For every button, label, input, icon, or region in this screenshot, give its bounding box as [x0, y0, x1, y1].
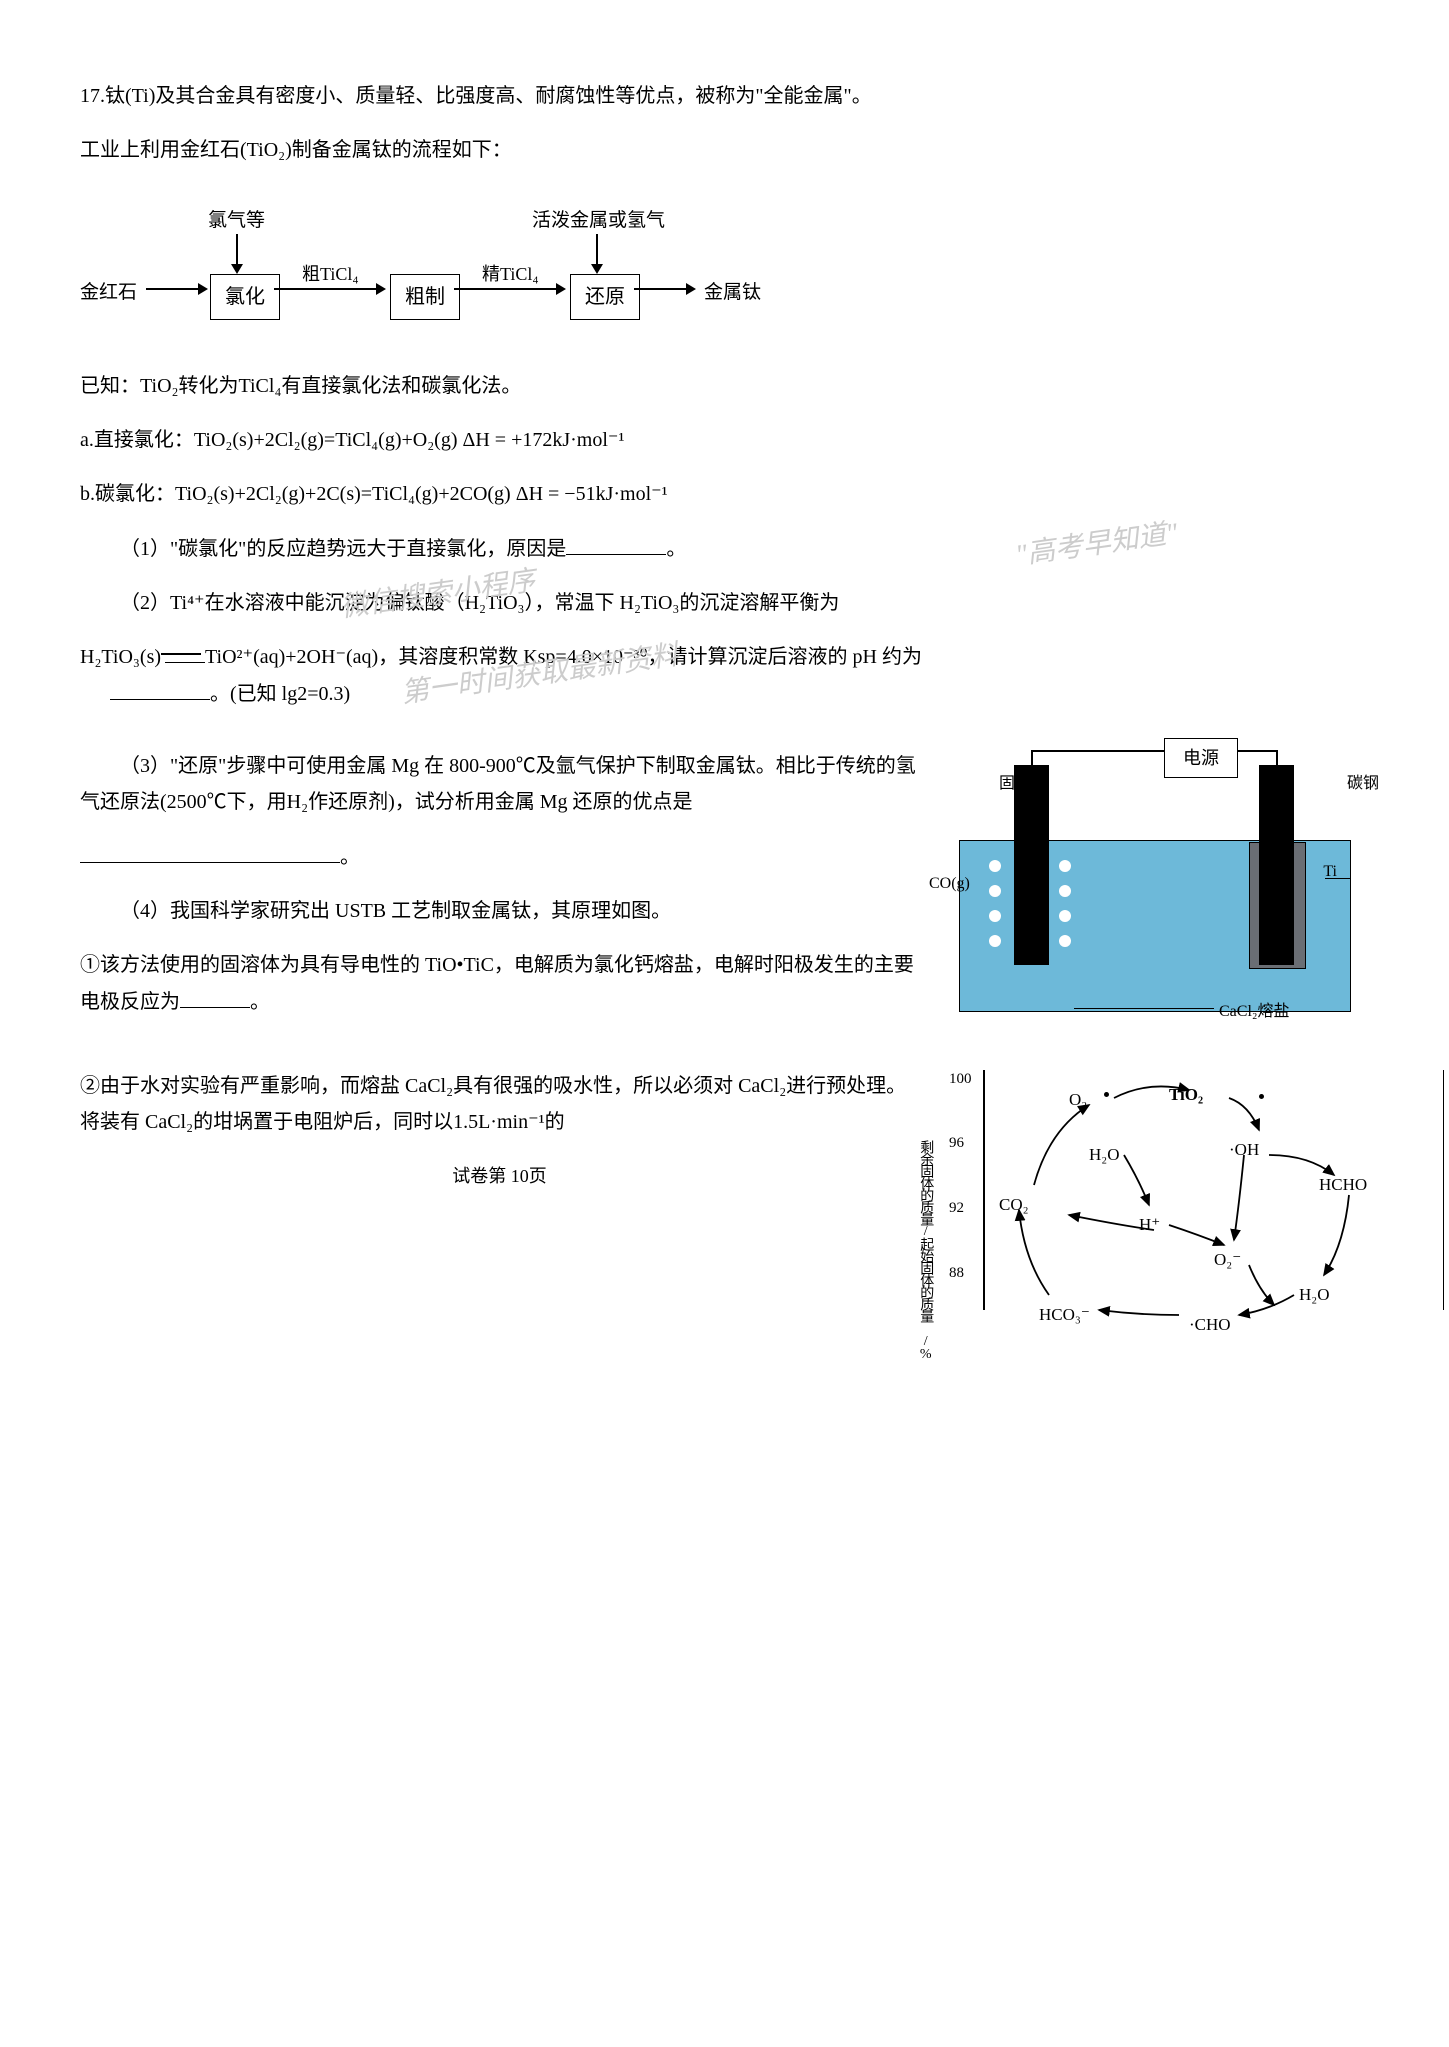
- carbon-steel-label: 碳钢: [1347, 770, 1379, 799]
- sub2b-tail: 。(已知 lg2=0.3): [210, 683, 350, 705]
- equilibrium-arrow: [161, 651, 205, 665]
- bubble: [1059, 910, 1071, 922]
- electrode-cathode: [1259, 765, 1294, 965]
- eq-b: b.碳氯化：TiO₂(s)+2Cl₂(g)+2C(s)=TiCl₄(g)+2CO…: [80, 476, 1369, 512]
- bubble: [1059, 860, 1071, 872]
- flow-varrow-3: [596, 234, 598, 272]
- dot: [1104, 1092, 1109, 1097]
- ytick-88: 88: [949, 1260, 964, 1287]
- wire-top-left: [1031, 750, 1164, 752]
- sub4-intro: （4）我国科学家研究出 USTB 工艺制取金属钛，其原理如图。: [80, 893, 919, 929]
- reaction-cycle-chart: 100 96 92 88 900 00 00 00 剩余固体的质量/起始固体的质…: [939, 1050, 1369, 1370]
- blank-4: [180, 983, 250, 1008]
- ytick-96: 96: [949, 1130, 964, 1157]
- species-tio2: TiO₂: [1169, 1080, 1203, 1111]
- flow-diagram: 金红石 氯气等 氯化 粗TiCl₄ 粗制 精TiCl₄ 活泼金属或氢气 还原 金…: [80, 198, 1369, 338]
- flow-arrow-out: [634, 288, 694, 290]
- species-oh: ·OH: [1229, 1135, 1259, 1166]
- power-box: 电源: [1164, 738, 1238, 778]
- bubble: [989, 910, 1001, 922]
- species-h2o: H₂O: [1089, 1140, 1119, 1171]
- sub2b: H₂TiO₃(s) TiO²⁺(aq)+2OH⁻(aq)，其溶度积常数 Ksp=4…: [80, 639, 1369, 712]
- sub3-blank-line: 。: [80, 838, 919, 875]
- species-co2: CO₂: [999, 1190, 1029, 1221]
- flow-box1: 氯化: [210, 274, 280, 320]
- sub1: （1）"碳氯化"的反应趋势远大于直接氯化，原因是。: [80, 530, 1369, 567]
- flow-arrow1-label: 粗TiCl₄: [302, 258, 359, 290]
- page-number: 试卷第 10页: [80, 1160, 919, 1192]
- co-label: CO(g): [929, 870, 970, 899]
- species-o2: O₂: [1069, 1085, 1087, 1116]
- sub4-2: ②由于水对实验有严重影响，而熔盐 CaCl₂具有很强的吸水性，所以必须对 CaC…: [80, 1068, 919, 1140]
- flow-arrow-1: [274, 288, 384, 290]
- y-axis: [983, 1070, 985, 1310]
- molten-leader-line: [1074, 1008, 1214, 1009]
- species-cho: ·CHO: [1189, 1310, 1231, 1341]
- bubble: [989, 885, 1001, 897]
- flow-box3: 还原: [570, 274, 640, 320]
- y-axis-label: 剩余固体的质量/起始固体的质量 /%: [913, 1140, 938, 1360]
- flow-arrow2-label: 精TiCl₄: [482, 258, 539, 290]
- wire-left: [1031, 750, 1033, 765]
- wire-right: [1276, 750, 1278, 765]
- species-hcho: HCHO: [1319, 1170, 1367, 1201]
- flow-output: 金属钛: [704, 276, 761, 310]
- flow-arrow-in: [146, 288, 206, 290]
- species-o2-: O₂⁻: [1214, 1245, 1241, 1276]
- known: 已知：TiO₂转化为TiCl₄有直接氯化法和碳氯化法。: [80, 368, 1369, 404]
- blank-1: [566, 530, 666, 555]
- sub3-text: （3）"还原"步骤中可使用金属 Mg 在 800-900℃及氩气保护下制取金属钛…: [80, 755, 916, 813]
- bubble: [989, 935, 1001, 947]
- flow-box2: 粗制: [390, 274, 460, 320]
- eq-a: a.直接氯化：TiO₂(s)+2Cl₂(g)=TiCl₄(g)+O₂(g) ΔH…: [80, 422, 1369, 458]
- sub2b-post: TiO²⁺(aq)+2OH⁻(aq)，其溶度积常数 Ksp=4.0×10⁻³⁰，…: [205, 646, 922, 668]
- sub1-text: （1）"碳氯化"的反应趋势远大于直接氯化，原因是: [120, 538, 566, 560]
- species-hco3: HCO₃⁻: [1039, 1300, 1090, 1331]
- species-h2o-2: H₂O: [1299, 1280, 1329, 1311]
- flow-top3: 活泼金属或氢气: [532, 204, 665, 238]
- electrode-anode: [1014, 765, 1049, 965]
- sub2a: （2）Ti⁴⁺在水溶液中能沉淀为偏钛酸（H₂TiO₃），常温下 H₂TiO₃的沉…: [80, 585, 1369, 621]
- wire-top-right: [1237, 750, 1277, 752]
- process-intro: 工业上利用金红石(TiO₂)制备金属钛的流程如下：: [80, 132, 1369, 168]
- y-axis-right: [1443, 1070, 1445, 1310]
- sub4-1: ①该方法使用的固溶体为具有导电性的 TiO•TiC，电解质为氯化钙熔盐，电解时阳…: [80, 947, 919, 1020]
- flow-input: 金红石: [80, 276, 137, 310]
- ytick-100: 100: [949, 1066, 972, 1093]
- sub4-2-text: ②由于水对实验有严重影响，而熔盐 CaCl₂具有很强的吸水性，所以必须对 CaC…: [80, 1075, 906, 1133]
- bubble: [1059, 885, 1071, 897]
- blank-2: [110, 675, 210, 700]
- ti-leader-line: [1325, 878, 1351, 879]
- molten-label: CaCl₂熔盐: [1219, 998, 1289, 1027]
- ustb-diagram: 电源 固溶体 碳钢 Ti CO(g): [939, 730, 1369, 1040]
- ytick-92: 92: [949, 1195, 964, 1222]
- sub2b-pre: H₂TiO₃(s): [80, 646, 161, 668]
- bubble: [989, 860, 1001, 872]
- sub3: （3）"还原"步骤中可使用金属 Mg 在 800-900℃及氩气保护下制取金属钛…: [80, 748, 919, 820]
- dot: [1259, 1094, 1264, 1099]
- flow-arrow-2: [454, 288, 564, 290]
- species-h: H⁺: [1139, 1210, 1160, 1241]
- blank-3: [80, 838, 340, 863]
- q17-intro: 17.钛(Ti)及其合金具有密度小、质量轻、比强度高、耐腐蚀性等优点，被称为"全…: [80, 78, 1369, 114]
- ti-label: Ti: [1323, 858, 1337, 887]
- bubble: [1059, 935, 1071, 947]
- flow-varrow-1: [236, 234, 238, 272]
